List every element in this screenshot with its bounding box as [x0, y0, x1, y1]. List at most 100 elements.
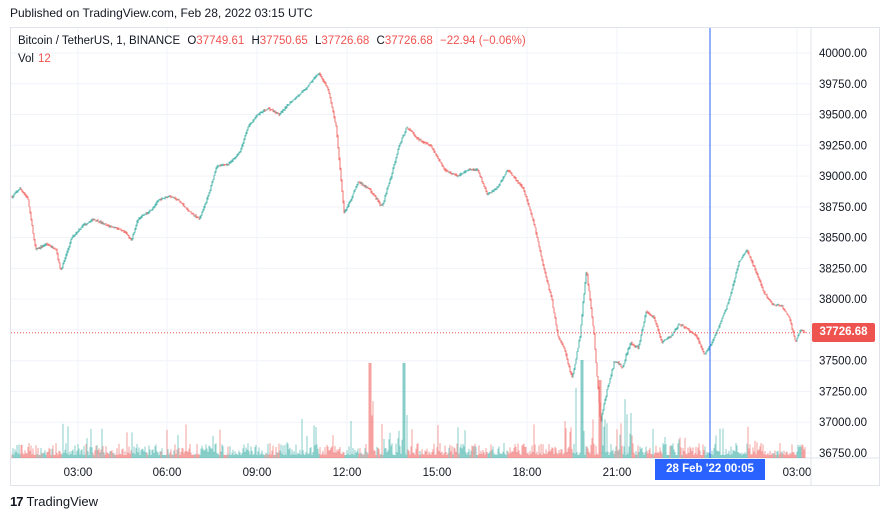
volume-bar [559, 453, 561, 458]
volume-bar [170, 449, 172, 458]
legend-symbol[interactable]: Bitcoin / TetherUS, 1, BINANCE [18, 35, 181, 47]
volume-bar [402, 363, 404, 458]
volume-bar [741, 454, 743, 458]
volume-bar [483, 452, 485, 458]
volume-bar [433, 443, 435, 458]
volume-bar [504, 453, 506, 458]
volume-bar [540, 443, 542, 458]
volume-bar [134, 454, 136, 458]
volume-bar [611, 451, 613, 458]
volume-bar [95, 445, 97, 458]
volume-bar [641, 447, 643, 458]
volume-bar [308, 453, 310, 458]
volume-bar [422, 454, 424, 458]
volume-bar [156, 451, 158, 458]
volume-bar [108, 453, 110, 458]
volume-bar [408, 450, 410, 458]
volume-bar [237, 454, 239, 458]
volume-bar [789, 452, 791, 458]
volume-bar [652, 428, 654, 458]
volume-bar [35, 445, 37, 458]
volume-bar [614, 451, 616, 458]
volume-bar [449, 444, 451, 458]
volume-bar [755, 454, 757, 458]
volume-bar [403, 363, 405, 458]
volume-bar [103, 452, 105, 458]
volume-bar [554, 446, 556, 458]
volume-bar [147, 454, 149, 458]
volume-bar [560, 449, 562, 458]
volume-bar [732, 449, 734, 458]
volume-bar [178, 447, 180, 458]
volume-bar [264, 454, 266, 458]
y-tick-label: 39250.00 [819, 140, 867, 152]
volume-bar [766, 454, 768, 458]
volume-bar [350, 420, 352, 458]
volume-bar [671, 445, 673, 458]
volume-bar [665, 444, 667, 458]
volume-bar [553, 454, 555, 458]
volume-bar [727, 453, 729, 458]
volume-bar [393, 454, 395, 458]
chart-frame[interactable] [10, 27, 880, 486]
volume-bar [700, 454, 702, 458]
legend-high-value: 37750.65 [259, 35, 308, 47]
volume-bar [640, 448, 642, 458]
volume-bar [200, 448, 202, 458]
volume-bar [461, 448, 463, 458]
volume-bar [348, 446, 350, 458]
volume-bar [373, 450, 375, 458]
volume-bar [104, 454, 106, 458]
volume-bar [769, 450, 771, 458]
volume-bar [390, 445, 392, 458]
volume-bar [730, 446, 732, 458]
volume-bar [182, 448, 184, 458]
volume-bar [715, 435, 717, 458]
volume-bar [116, 448, 118, 458]
volume-bar [119, 453, 121, 458]
volume-bar [299, 449, 301, 458]
volume-bar [698, 443, 700, 458]
volume-bar [352, 447, 354, 458]
volume-bar [584, 454, 586, 458]
volume-bar [396, 452, 398, 458]
volume-bar [518, 450, 520, 458]
volume-bar [340, 453, 342, 458]
volume-bar [659, 447, 661, 458]
volume-bar [351, 453, 353, 458]
volume-bar [718, 451, 720, 458]
volume-bar [494, 454, 496, 458]
volume-bar [189, 443, 191, 458]
volume-bar [733, 450, 735, 458]
volume-bar [209, 446, 211, 458]
volume-bar [486, 451, 488, 458]
volume-bar [577, 454, 579, 458]
volume-bar [503, 443, 505, 458]
volume-bar [500, 454, 502, 458]
volume-bar [149, 449, 151, 458]
volume-bar [768, 454, 770, 458]
tradingview-logo[interactable]: 17 TradingView [10, 494, 98, 509]
volume-bar [723, 454, 725, 458]
volume-bar [598, 380, 600, 458]
volume-bar [359, 448, 361, 458]
y-tick-label: 37250.00 [819, 386, 867, 398]
volume-bar [281, 453, 283, 458]
volume-label[interactable]: Vol [18, 53, 34, 65]
volume-bar [684, 437, 686, 458]
volume-bar [363, 454, 365, 458]
volume-bar [545, 449, 547, 458]
volume-bar [29, 450, 31, 458]
volume-bar [673, 449, 675, 458]
volume-bar [380, 453, 382, 458]
volume-bar [739, 453, 741, 458]
volume-bar [155, 444, 157, 458]
volume-bar [30, 445, 32, 458]
volume-bar [427, 454, 429, 458]
volume-bar [582, 360, 584, 458]
volume-bar [597, 454, 599, 458]
volume-bar [416, 443, 418, 458]
volume-bar [90, 428, 92, 458]
volume-bar [176, 449, 178, 458]
